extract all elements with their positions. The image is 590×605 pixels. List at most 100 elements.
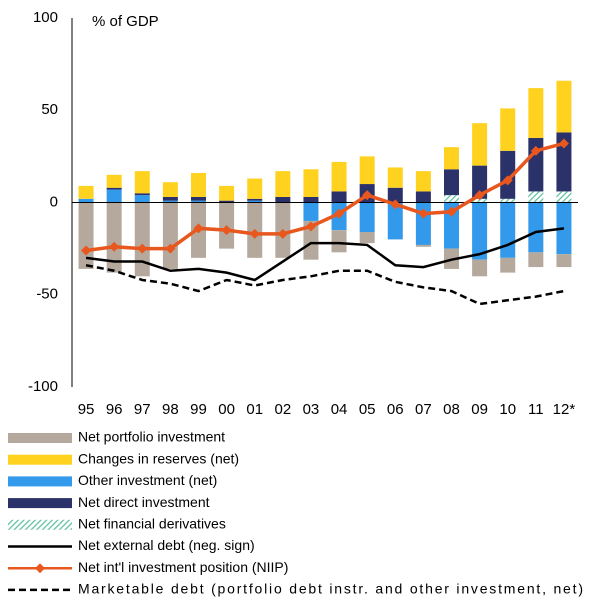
marker: [502, 175, 513, 186]
y-tick-label: 0: [50, 193, 58, 210]
bar: [556, 191, 572, 203]
line: [85, 141, 565, 253]
x-tick-label: 12*: [553, 401, 576, 418]
bar: [162, 202, 178, 269]
marker: [390, 199, 401, 210]
bar: [191, 172, 206, 197]
bar: [106, 187, 122, 190]
bar: [415, 244, 431, 247]
bar: [247, 200, 263, 203]
legend-label: Marketable debt (portfolio debt instr. a…: [78, 581, 583, 597]
bar: [247, 178, 263, 199]
marker: [249, 228, 260, 239]
bar: [444, 202, 459, 249]
bar: [556, 254, 572, 268]
bar: [331, 230, 347, 253]
legend-label: Net direct investment: [78, 494, 210, 510]
marker: [418, 208, 429, 219]
bar: [528, 88, 544, 138]
marker: [362, 190, 373, 201]
x-tick-label: 95: [78, 401, 95, 418]
marker: [334, 208, 345, 219]
x-tick-label: 06: [387, 401, 404, 418]
x-tick-label: 04: [331, 401, 348, 418]
bar: [444, 195, 459, 203]
y-tick-label: 100: [33, 9, 58, 26]
bar: [191, 200, 206, 203]
bar: [528, 252, 544, 268]
bar: [275, 196, 291, 203]
bar: [500, 150, 516, 199]
bar: [303, 196, 319, 203]
marker: [221, 225, 232, 236]
legend-swatch: [8, 433, 72, 443]
x-tick-label: 96: [106, 401, 123, 418]
bar: [106, 174, 122, 188]
marker: [81, 245, 92, 256]
bar: [134, 171, 150, 194]
marker: [165, 243, 176, 254]
bar: [247, 198, 263, 201]
bar: [415, 171, 431, 192]
marker: [305, 221, 316, 232]
bar: [387, 187, 403, 203]
bar: [444, 169, 459, 196]
bar: [303, 220, 319, 260]
y-tick-label: 50: [41, 101, 58, 118]
bar: [134, 193, 150, 196]
x-tick-label: 00: [218, 401, 235, 418]
bar: [387, 167, 403, 188]
x-tick-label: 09: [471, 401, 488, 418]
bar: [359, 202, 375, 233]
bar: [387, 202, 403, 240]
bar: [106, 189, 122, 203]
bar: [359, 156, 375, 185]
marker: [474, 190, 485, 201]
marker: [109, 241, 120, 252]
bar: [331, 191, 347, 203]
bar: [303, 202, 319, 221]
bar: [162, 196, 178, 201]
x-tick-label: 99: [190, 401, 207, 418]
marker: [277, 228, 288, 239]
y-tick-label: -50: [36, 286, 58, 303]
legend-label: Net external debt (neg. sign): [78, 537, 255, 553]
bar: [134, 202, 150, 277]
bar: [556, 80, 572, 133]
bar: [472, 259, 488, 277]
bar: [303, 169, 319, 197]
bar: [500, 198, 516, 203]
line: [85, 227, 565, 282]
x-tick-label: 10: [499, 401, 516, 418]
x-tick-label: 97: [134, 401, 151, 418]
bar: [134, 195, 150, 203]
bar: [528, 191, 544, 203]
bar: [500, 257, 516, 273]
x-tick-label: 08: [443, 401, 460, 418]
bar: [444, 147, 459, 170]
legend-label: Changes in reserves (net): [78, 450, 239, 466]
x-tick-label: 02: [274, 401, 291, 418]
bar: [162, 182, 178, 197]
legend-swatch: [8, 476, 72, 487]
bar: [78, 198, 94, 203]
bar: [219, 200, 235, 203]
x-tick-label: 98: [162, 401, 179, 418]
legend-label: Net portfolio investment: [78, 429, 225, 445]
bar: [331, 161, 347, 192]
bar: [528, 202, 544, 253]
marker: [530, 145, 541, 156]
bar: [472, 165, 488, 199]
x-tick-label: 05: [359, 401, 376, 418]
bar: [472, 198, 488, 203]
y-tick-label: -100: [28, 378, 58, 395]
bar: [359, 232, 375, 244]
legend-swatch: [8, 519, 72, 530]
legend-label: Net int'l investment position (NIIP): [78, 559, 288, 575]
marker: [193, 223, 204, 234]
bar: [275, 171, 291, 197]
x-tick-label: 07: [415, 401, 432, 418]
bar: [472, 123, 488, 166]
marker: [446, 206, 457, 217]
